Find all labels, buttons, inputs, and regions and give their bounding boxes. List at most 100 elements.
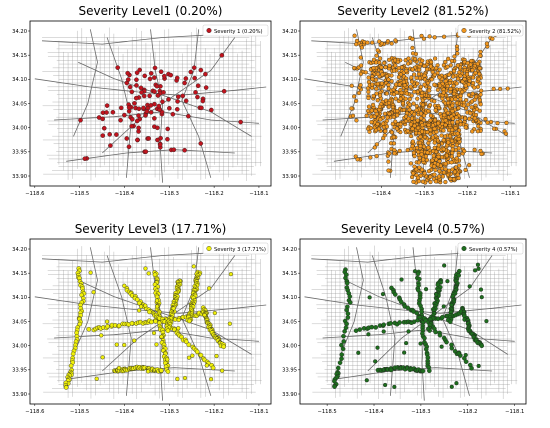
accident-point (392, 384, 397, 390)
accident-point (104, 103, 110, 108)
accident-point (441, 90, 446, 95)
accident-point (397, 320, 402, 325)
accident-point (444, 153, 449, 158)
accident-point (209, 107, 214, 113)
accident-point (429, 59, 434, 65)
accident-point (386, 100, 392, 106)
y-tick-label: 33.95 (12, 368, 27, 374)
accident-point (370, 82, 375, 87)
accident-point (129, 123, 134, 129)
accident-point (156, 103, 162, 109)
accident-point (445, 279, 450, 284)
accident-point (408, 122, 414, 127)
x-tick-label: −118.5 (70, 409, 89, 415)
accident-point (451, 74, 456, 79)
accident-point (91, 290, 96, 295)
accident-point (395, 113, 400, 118)
accident-point (344, 321, 349, 327)
accident-point (418, 61, 423, 67)
accident-point (383, 382, 388, 388)
accident-point (419, 129, 425, 134)
legend-label: Severity 3 (17.71%) (214, 247, 266, 253)
accident-point (443, 179, 448, 185)
accident-point (427, 88, 432, 93)
accident-point (408, 161, 414, 166)
accident-point (483, 116, 488, 122)
accident-point (432, 164, 437, 169)
accident-point (479, 88, 484, 93)
road (181, 29, 212, 178)
accident-point (415, 96, 420, 101)
accident-point (355, 157, 360, 162)
panel-title: Severity Level4 (0.57%) (341, 222, 485, 236)
accident-point (176, 326, 181, 331)
accident-point (472, 147, 477, 152)
accident-point (182, 147, 187, 153)
accident-point (63, 385, 69, 390)
accident-point (426, 326, 431, 331)
map-panel-3: Severity Level3 (17.71%) Severity 3 (17.7… (12, 222, 272, 415)
accident-point (166, 97, 171, 102)
accident-point (485, 120, 490, 125)
accident-point (393, 63, 398, 68)
accident-points (78, 52, 243, 161)
accident-point (154, 83, 160, 89)
accident-point (78, 117, 83, 123)
accident-point (428, 64, 433, 69)
accident-point (463, 116, 468, 121)
accident-point (469, 58, 474, 64)
accident-point (391, 114, 396, 120)
accident-point (504, 120, 509, 125)
accident-point (137, 67, 143, 73)
accident-point (394, 82, 399, 87)
accident-point (443, 161, 448, 166)
x-tick-label: −118.3 (160, 409, 179, 415)
accident-point (147, 309, 152, 315)
accident-point (377, 93, 383, 98)
accident-point (490, 36, 495, 41)
accident-point (476, 363, 481, 369)
accident-point (397, 148, 402, 154)
accident-point (391, 141, 397, 146)
accident-point (410, 174, 415, 180)
accident-point (423, 346, 429, 352)
accident-point (171, 147, 177, 153)
accident-point (141, 93, 147, 99)
accident-point (402, 350, 407, 355)
accident-point (159, 334, 164, 339)
accident-point (449, 302, 454, 308)
accident-point (126, 105, 132, 110)
accident-point (469, 365, 474, 371)
accident-point (337, 360, 343, 366)
accident-point (452, 54, 457, 59)
x-tick-label: −118.5 (318, 409, 337, 415)
accident-point (187, 318, 192, 324)
accident-point (446, 56, 451, 61)
accident-point (141, 105, 146, 111)
accident-point (341, 339, 347, 344)
accident-point (424, 157, 430, 163)
accident-point (373, 60, 379, 65)
y-axis-ticks: 34.20 34.15 34.10 34.05 34.00 33.95 33.90 (282, 29, 300, 180)
accident-point (359, 45, 364, 50)
accident-point (101, 125, 107, 131)
accident-point (127, 84, 133, 90)
accident-point (210, 365, 216, 371)
accident-point (466, 92, 471, 98)
accident-point (398, 299, 404, 305)
accident-point (148, 110, 154, 115)
accident-point (341, 333, 346, 339)
accident-point (134, 118, 140, 124)
y-tick-label: 34.00 (12, 125, 27, 131)
accident-point (409, 79, 415, 84)
accident-point (372, 145, 377, 150)
accident-point (152, 75, 157, 80)
accident-point (148, 103, 154, 108)
accident-point (381, 329, 386, 334)
accident-point (193, 90, 198, 95)
accident-point (422, 82, 427, 87)
accident-point (110, 109, 116, 115)
accident-point (390, 121, 395, 126)
accident-point (400, 101, 406, 106)
